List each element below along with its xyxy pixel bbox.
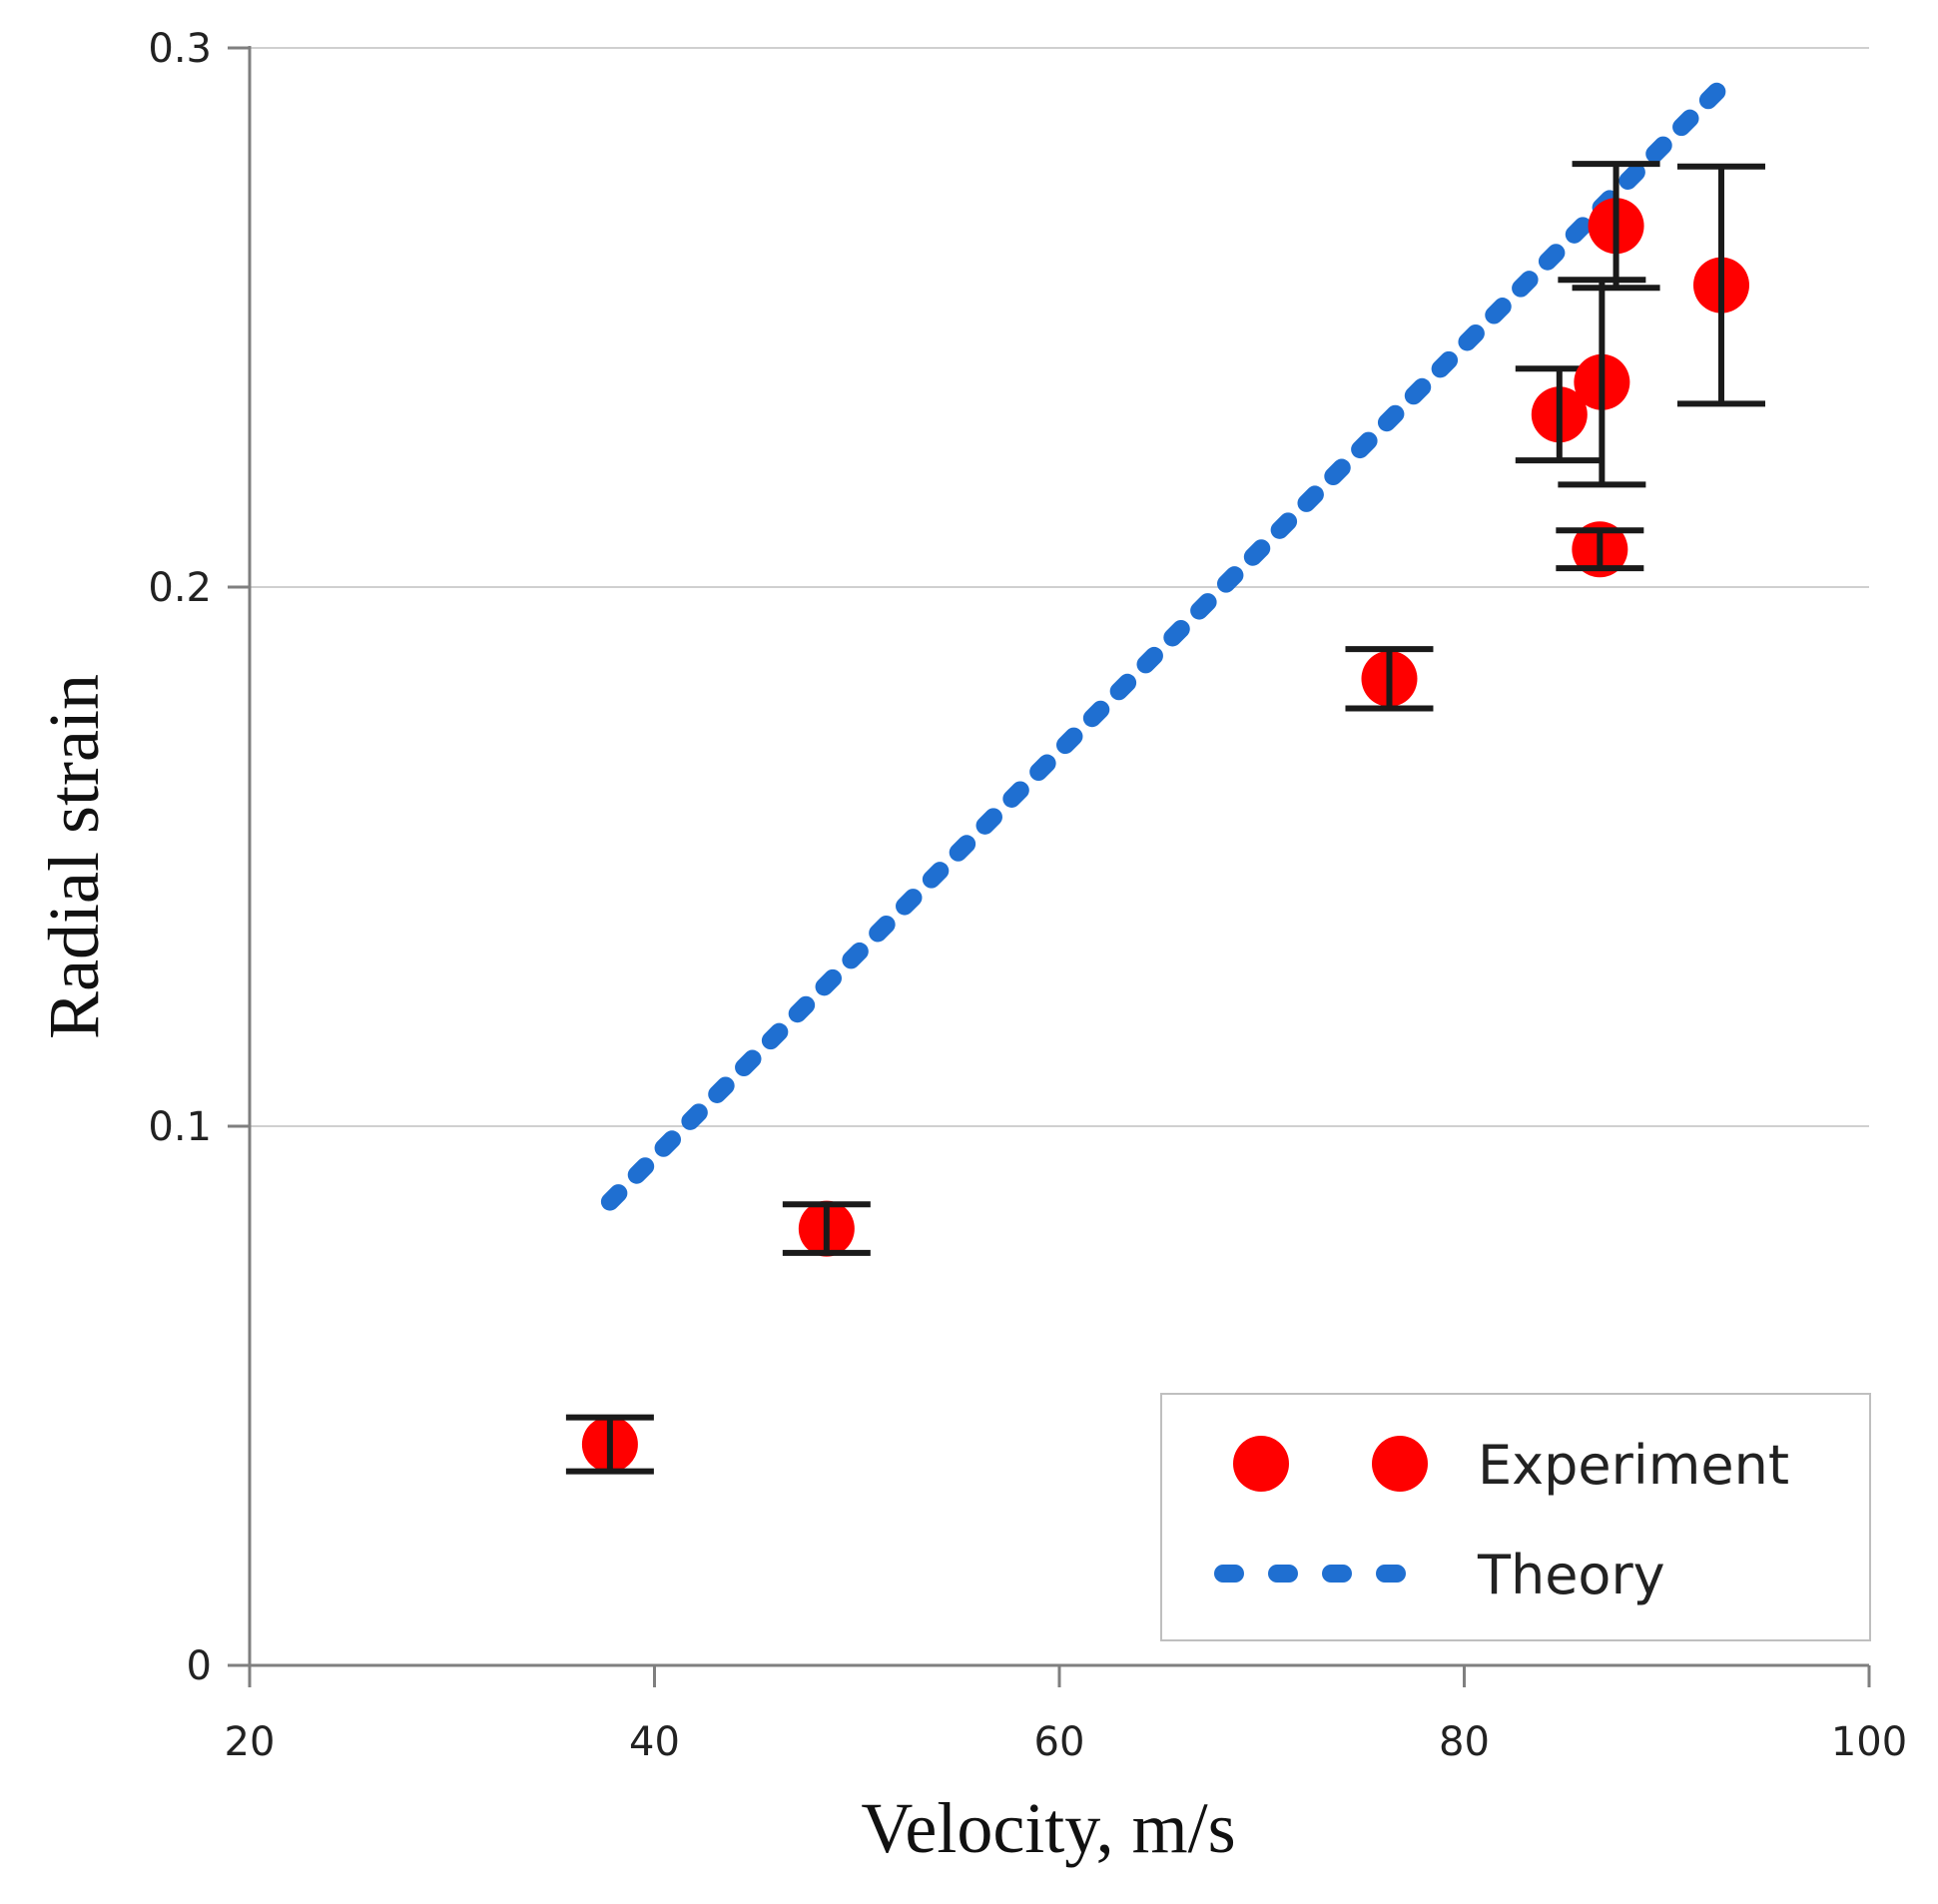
y-tick-label-3: 0.3 [148, 26, 212, 72]
y-tick-label-1: 0.1 [148, 1104, 212, 1150]
axes [228, 46, 1869, 1667]
x-tick-label-0: 20 [225, 1719, 276, 1765]
x-axis-title: Velocity, m/s [861, 1788, 1235, 1868]
legend-experiment-marker-1 [1233, 1436, 1289, 1492]
ticks: 0 0.1 0.2 0.3 20 40 60 80 100 [148, 26, 1907, 1765]
theory-line [600, 82, 1726, 1211]
x-tick-label-2: 60 [1034, 1719, 1085, 1765]
x-tick-label-4: 100 [1831, 1719, 1907, 1765]
legend-experiment-marker-2 [1372, 1436, 1428, 1492]
y-tick-label-0: 0 [187, 1643, 212, 1689]
x-tick-label-1: 40 [629, 1719, 680, 1765]
legend: Experiment Theory [1160, 1393, 1871, 1641]
legend-experiment-label: Experiment [1478, 1434, 1789, 1497]
experiment-series [565, 161, 1765, 1475]
grid-lines [250, 47, 1869, 1127]
legend-box [1160, 1393, 1871, 1641]
theory-series [600, 82, 1726, 1211]
legend-theory-label: Theory [1477, 1544, 1665, 1606]
y-axis-title: Radial strain [34, 674, 114, 1039]
y-tick-label-2: 0.2 [148, 565, 212, 611]
x-tick-label-3: 80 [1439, 1719, 1490, 1765]
